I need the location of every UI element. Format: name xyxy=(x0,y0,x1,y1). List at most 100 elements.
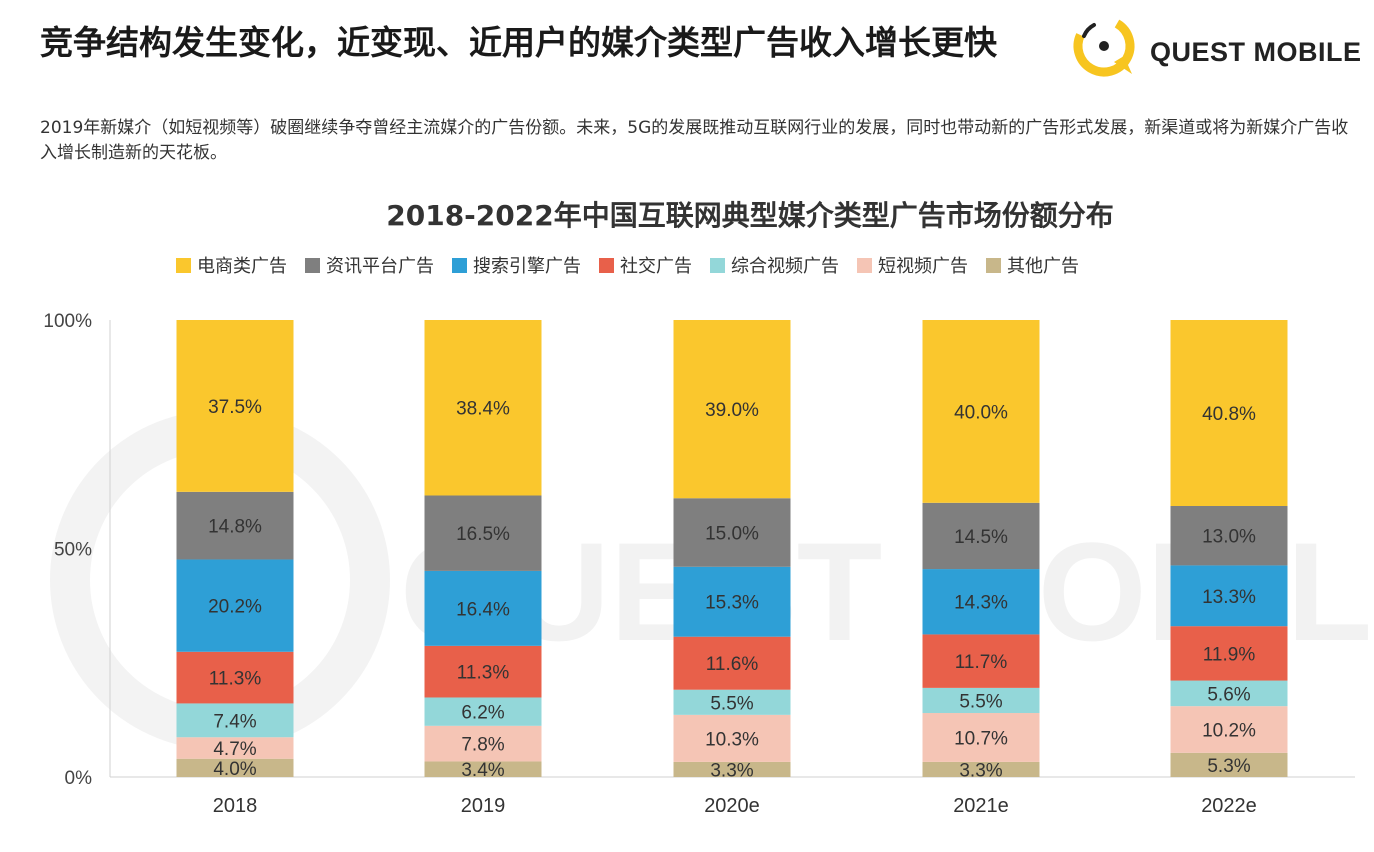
legend-swatch xyxy=(986,257,1001,273)
data-label: 11.6% xyxy=(706,654,759,675)
data-label: 15.3% xyxy=(705,593,759,614)
quest-mobile-logo: QUEST MOBILE xyxy=(1070,12,1362,82)
bar-segment xyxy=(922,634,1040,688)
data-label: 14.8% xyxy=(208,517,262,538)
bar-segment xyxy=(176,651,294,704)
legend-swatch xyxy=(176,257,191,273)
bar-segment xyxy=(424,320,542,496)
data-label: 5.5% xyxy=(959,691,1002,712)
data-label: 15.0% xyxy=(705,524,759,545)
data-label: 3.3% xyxy=(710,760,753,781)
legend-label: 短视频广告 xyxy=(878,256,968,277)
page-subtitle: 2019年新媒介（如短视频等）破圈继续争夺曾经主流媒介的广告份额。未来，5G的发… xyxy=(40,118,1349,163)
data-label: 4.0% xyxy=(213,759,256,780)
x-tick-label: 2021e xyxy=(953,795,1009,817)
legend-item: 综合视频广告 xyxy=(710,252,839,278)
bar-segment xyxy=(673,636,791,690)
bar-segment xyxy=(424,725,542,762)
bar-segment xyxy=(1170,680,1288,707)
bar-segment xyxy=(1170,565,1288,627)
data-label: 38.4% xyxy=(456,399,510,420)
bar-segment xyxy=(673,689,791,715)
data-label: 40.0% xyxy=(954,402,1008,423)
legend-swatch xyxy=(305,257,320,273)
bar-segment xyxy=(673,761,791,777)
bar-segment xyxy=(176,758,294,777)
data-label: 11.3% xyxy=(209,669,262,690)
bar-segment xyxy=(424,761,542,777)
data-label: 20.2% xyxy=(208,597,262,618)
logo-text: QUEST MOBILE xyxy=(1150,37,1362,67)
data-label: 13.0% xyxy=(1202,527,1256,548)
y-tick-label: 0% xyxy=(65,768,93,789)
legend-item: 短视频广告 xyxy=(857,252,968,278)
bar-segment xyxy=(922,761,1040,777)
data-label: 5.3% xyxy=(1207,756,1250,777)
data-label: 7.4% xyxy=(213,711,256,732)
data-label: 11.7% xyxy=(955,652,1008,673)
bar-segment xyxy=(922,502,1040,570)
chart-title: 2018-2022年中国互联网典型媒介类型广告市场份额分布 xyxy=(386,199,1114,232)
bar-segment xyxy=(176,491,294,560)
data-label: 40.8% xyxy=(1202,404,1256,425)
page-title: 竞争结构发生变化，近变现、近用户的媒介类型广告收入增长更快 xyxy=(40,23,997,62)
x-tick-label: 2019 xyxy=(461,795,506,817)
data-label: 11.9% xyxy=(1203,644,1256,665)
legend-label: 综合视频广告 xyxy=(731,256,839,277)
bar-segment xyxy=(424,697,542,726)
data-label: 14.3% xyxy=(954,593,1008,614)
legend-item: 搜索引擎广告 xyxy=(452,252,581,278)
x-tick-label: 2018 xyxy=(213,795,258,817)
bar-segment xyxy=(176,737,294,759)
bar-segment xyxy=(176,703,294,738)
bar-segment xyxy=(673,566,791,637)
data-label: 10.2% xyxy=(1202,720,1256,741)
data-label: 13.3% xyxy=(1202,587,1256,608)
data-label: 7.8% xyxy=(461,735,504,756)
legend-item: 资讯平台广告 xyxy=(305,252,434,278)
data-label: 11.3% xyxy=(457,663,510,684)
data-label: 16.5% xyxy=(456,524,510,545)
legend-swatch xyxy=(710,257,725,273)
data-label: 5.5% xyxy=(710,693,753,714)
legend-label: 其他广告 xyxy=(1007,256,1079,277)
bar-segment xyxy=(1170,320,1288,506)
data-label: 5.6% xyxy=(1207,684,1250,705)
chart-legend: 电商类广告 资讯平台广告 搜索引擎广告 社交广告 综合视频广告 短视频广告 其他广告 xyxy=(176,252,1079,278)
bar-segment xyxy=(176,559,294,652)
legend-item: 电商类广告 xyxy=(176,252,287,278)
legend-swatch xyxy=(452,257,467,273)
bar-segment xyxy=(673,320,791,499)
bar-segment xyxy=(176,320,294,492)
legend-label: 资讯平台广告 xyxy=(326,256,434,277)
data-label: 6.2% xyxy=(461,703,504,724)
bar-segment xyxy=(424,645,542,698)
bar-segment xyxy=(922,320,1040,503)
legend-swatch xyxy=(857,257,872,273)
bar-segment xyxy=(922,713,1040,762)
data-label: 10.3% xyxy=(705,729,759,750)
data-label: 10.7% xyxy=(954,728,1008,749)
x-tick-label: 2020e xyxy=(704,795,760,817)
legend-swatch xyxy=(599,257,614,273)
data-label: 4.7% xyxy=(213,739,256,760)
bar-segment xyxy=(1170,706,1288,753)
y-tick-label: 100% xyxy=(43,311,92,332)
data-label: 14.5% xyxy=(954,527,1008,548)
data-label: 39.0% xyxy=(705,400,759,421)
y-tick-label: 50% xyxy=(54,540,92,561)
data-label: 3.3% xyxy=(959,760,1002,781)
bar-segment xyxy=(673,714,791,762)
x-tick-label: 2022e xyxy=(1201,795,1257,817)
bar-segment xyxy=(424,570,542,646)
bar-segment xyxy=(673,498,791,567)
bar-segment xyxy=(1170,626,1288,681)
legend-label: 搜索引擎广告 xyxy=(473,256,581,277)
bar-segment xyxy=(922,687,1040,714)
bar-segment xyxy=(1170,752,1288,777)
data-label: 3.4% xyxy=(461,760,504,781)
legend-item: 社交广告 xyxy=(599,252,692,278)
bar-segment xyxy=(922,569,1040,635)
data-label: 16.4% xyxy=(456,599,510,620)
